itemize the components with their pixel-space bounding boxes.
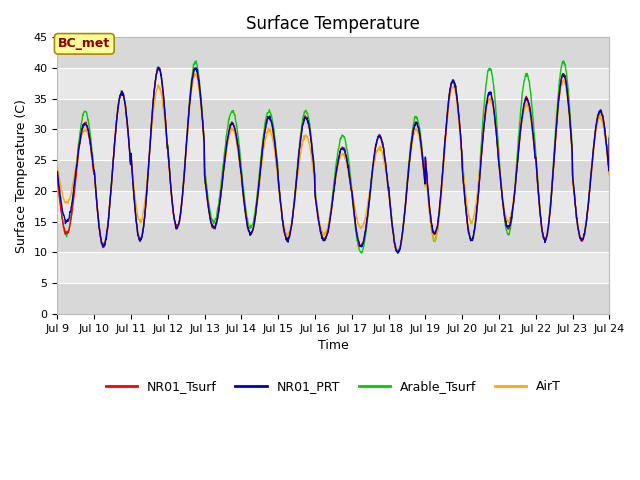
Bar	[58, 222, 609, 252]
NR01_Tsurf	[284, 238, 292, 243]
X-axis label: Time: Time	[318, 339, 349, 352]
AirT	[271, 145, 278, 151]
NR01_Tsurf	[419, 157, 426, 163]
Bar	[58, 252, 609, 283]
Arable_Tsurf	[271, 132, 278, 137]
NR01_Tsurf	[394, 250, 402, 256]
AirT	[419, 161, 426, 167]
NR01_PRT	[557, 78, 565, 84]
AirT	[509, 195, 517, 201]
Bar	[58, 160, 609, 191]
NR01_Tsurf	[605, 136, 613, 142]
Text: BC_met: BC_met	[58, 37, 111, 50]
NR01_Tsurf	[557, 78, 565, 84]
Arable_Tsurf	[605, 133, 613, 139]
Arable_Tsurf	[358, 250, 365, 256]
NR01_PRT	[176, 216, 184, 222]
AirT	[605, 142, 613, 147]
NR01_PRT	[271, 138, 278, 144]
Title: Surface Temperature: Surface Temperature	[246, 15, 420, 33]
Bar	[58, 283, 609, 314]
AirT	[175, 219, 183, 225]
Bar	[58, 68, 609, 99]
Y-axis label: Surface Temperature (C): Surface Temperature (C)	[15, 99, 28, 252]
NR01_PRT	[155, 64, 163, 70]
Bar	[58, 191, 609, 222]
NR01_Tsurf	[54, 175, 61, 180]
NR01_PRT	[54, 169, 61, 175]
Line: NR01_Tsurf: NR01_Tsurf	[58, 68, 609, 253]
AirT	[191, 71, 198, 76]
Line: NR01_PRT: NR01_PRT	[58, 67, 609, 253]
Bar	[58, 130, 609, 160]
NR01_PRT	[419, 158, 426, 164]
NR01_Tsurf	[175, 220, 183, 226]
Arable_Tsurf	[175, 218, 183, 224]
NR01_PRT	[394, 250, 402, 256]
Arable_Tsurf	[509, 200, 517, 206]
AirT	[284, 233, 292, 239]
Legend: NR01_Tsurf, NR01_PRT, Arable_Tsurf, AirT: NR01_Tsurf, NR01_PRT, Arable_Tsurf, AirT	[100, 375, 566, 398]
NR01_PRT	[509, 200, 517, 206]
Arable_Tsurf	[54, 171, 61, 177]
AirT	[394, 250, 402, 255]
Bar	[58, 37, 609, 68]
AirT	[54, 164, 61, 170]
NR01_Tsurf	[271, 136, 278, 142]
Arable_Tsurf	[557, 66, 565, 72]
NR01_Tsurf	[509, 200, 517, 205]
NR01_PRT	[605, 135, 613, 141]
NR01_Tsurf	[191, 65, 199, 71]
Bar	[58, 99, 609, 130]
Arable_Tsurf	[284, 236, 292, 241]
Arable_Tsurf	[193, 58, 200, 64]
NR01_PRT	[284, 237, 292, 242]
Arable_Tsurf	[419, 153, 426, 159]
Line: AirT: AirT	[58, 73, 609, 252]
Line: Arable_Tsurf: Arable_Tsurf	[58, 61, 609, 253]
AirT	[557, 83, 565, 89]
